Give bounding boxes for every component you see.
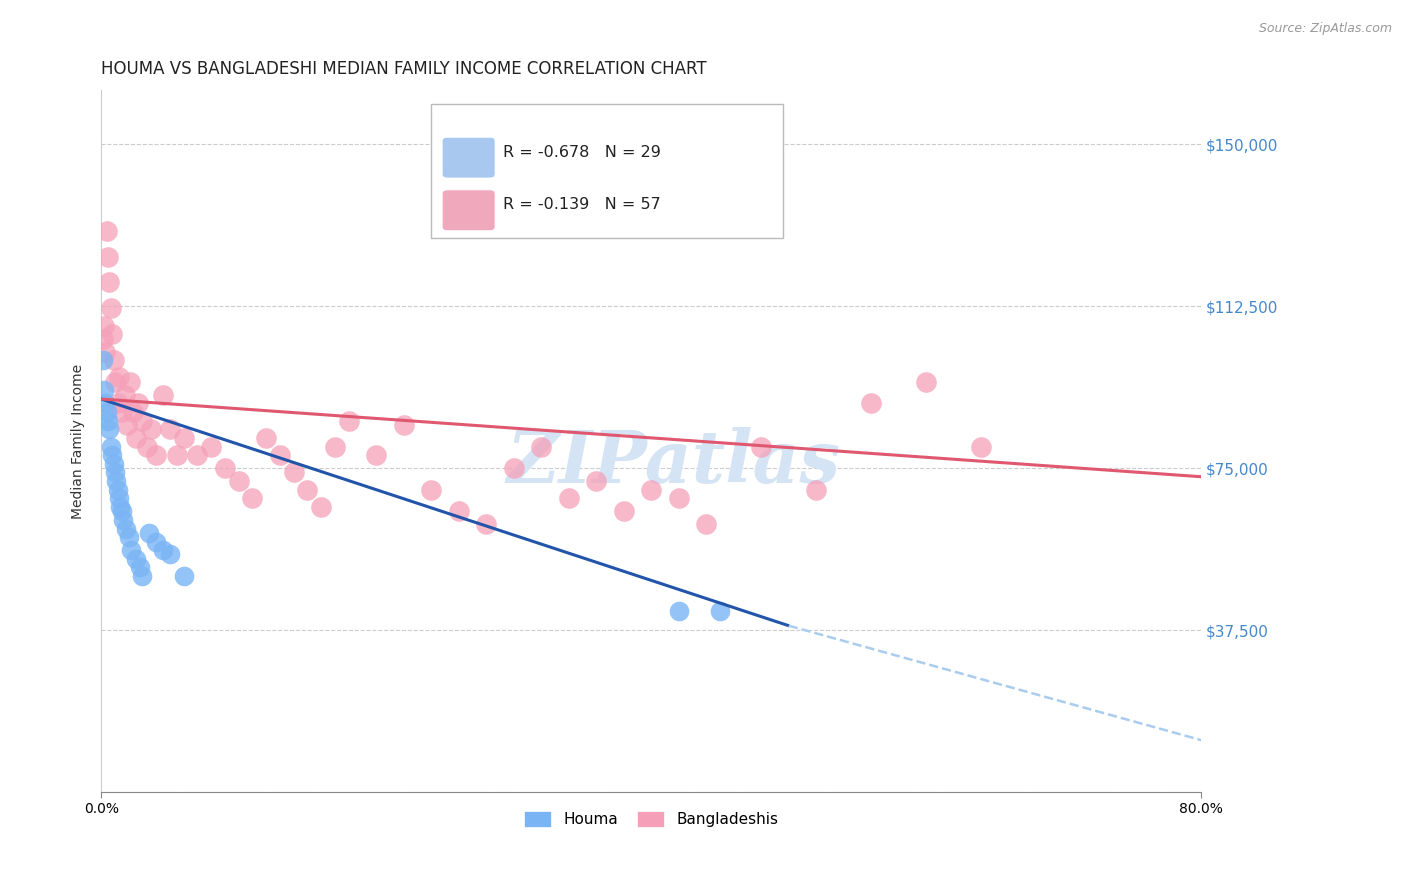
Point: [94, 344, 117, 359]
Point: [103, 457, 125, 471]
Point: [323, 440, 346, 454]
Point: [860, 396, 883, 410]
Point: [131, 414, 153, 428]
Point: [97, 414, 120, 428]
Point: [613, 504, 636, 518]
Point: [173, 569, 195, 583]
Point: [112, 513, 135, 527]
Y-axis label: Median Family Income: Median Family Income: [72, 364, 86, 518]
Point: [107, 483, 129, 497]
Point: [337, 414, 360, 428]
Point: [242, 491, 264, 506]
Legend: Houma, Bangladeshis: Houma, Bangladeshis: [517, 805, 785, 833]
Point: [159, 548, 181, 562]
Point: [97, 250, 120, 264]
Point: [101, 327, 124, 342]
FancyBboxPatch shape: [443, 190, 495, 231]
Point: [93, 318, 115, 333]
Text: ZIPatlas: ZIPatlas: [506, 426, 841, 498]
Point: [107, 396, 129, 410]
Point: [131, 569, 153, 583]
Point: [152, 543, 174, 558]
Point: [100, 440, 122, 454]
Point: [145, 448, 167, 462]
Point: [108, 491, 131, 506]
Point: [502, 461, 524, 475]
Point: [309, 500, 332, 514]
Text: Source: ZipAtlas.com: Source: ZipAtlas.com: [1258, 22, 1392, 36]
Point: [269, 448, 291, 462]
Point: [121, 543, 143, 558]
Point: [200, 440, 222, 454]
Point: [104, 466, 127, 480]
Point: [806, 483, 828, 497]
Point: [159, 422, 181, 436]
FancyBboxPatch shape: [432, 104, 783, 237]
Point: [114, 387, 136, 401]
Point: [152, 387, 174, 401]
Point: [111, 504, 134, 518]
Point: [120, 375, 142, 389]
Point: [530, 440, 553, 454]
Point: [124, 431, 146, 445]
Point: [709, 604, 731, 618]
Point: [117, 417, 139, 432]
Point: [420, 483, 443, 497]
Text: R = -0.678   N = 29: R = -0.678 N = 29: [503, 145, 661, 160]
Point: [103, 353, 125, 368]
Point: [214, 461, 236, 475]
Point: [173, 431, 195, 445]
Point: [96, 224, 118, 238]
Point: [558, 491, 581, 506]
Point: [105, 474, 128, 488]
FancyBboxPatch shape: [443, 137, 495, 178]
Point: [110, 500, 132, 514]
Point: [138, 525, 160, 540]
Point: [970, 440, 993, 454]
Point: [121, 405, 143, 419]
Point: [91, 332, 114, 346]
Point: [254, 431, 277, 445]
Point: [139, 422, 162, 436]
Point: [93, 384, 115, 398]
Point: [283, 466, 305, 480]
Point: [115, 522, 138, 536]
Point: [640, 483, 662, 497]
Point: [98, 422, 121, 436]
Point: [585, 474, 607, 488]
Point: [104, 375, 127, 389]
Point: [915, 375, 938, 389]
Point: [118, 530, 141, 544]
Point: [98, 276, 121, 290]
Point: [127, 396, 149, 410]
Point: [447, 504, 470, 518]
Point: [108, 370, 131, 384]
Point: [128, 560, 150, 574]
Point: [366, 448, 388, 462]
Point: [91, 353, 114, 368]
Point: [124, 551, 146, 566]
Point: [135, 440, 157, 454]
Point: [100, 301, 122, 316]
Point: [166, 448, 188, 462]
Point: [297, 483, 319, 497]
Point: [101, 448, 124, 462]
Point: [392, 417, 415, 432]
Text: R = -0.139   N = 57: R = -0.139 N = 57: [503, 197, 661, 212]
Point: [475, 517, 498, 532]
Point: [94, 396, 117, 410]
Text: HOUMA VS BANGLADESHI MEDIAN FAMILY INCOME CORRELATION CHART: HOUMA VS BANGLADESHI MEDIAN FAMILY INCOM…: [101, 60, 707, 78]
Point: [695, 517, 717, 532]
Point: [668, 491, 690, 506]
Point: [668, 604, 690, 618]
Point: [749, 440, 772, 454]
Point: [228, 474, 250, 488]
Point: [145, 534, 167, 549]
Point: [96, 405, 118, 419]
Point: [186, 448, 208, 462]
Point: [111, 405, 134, 419]
